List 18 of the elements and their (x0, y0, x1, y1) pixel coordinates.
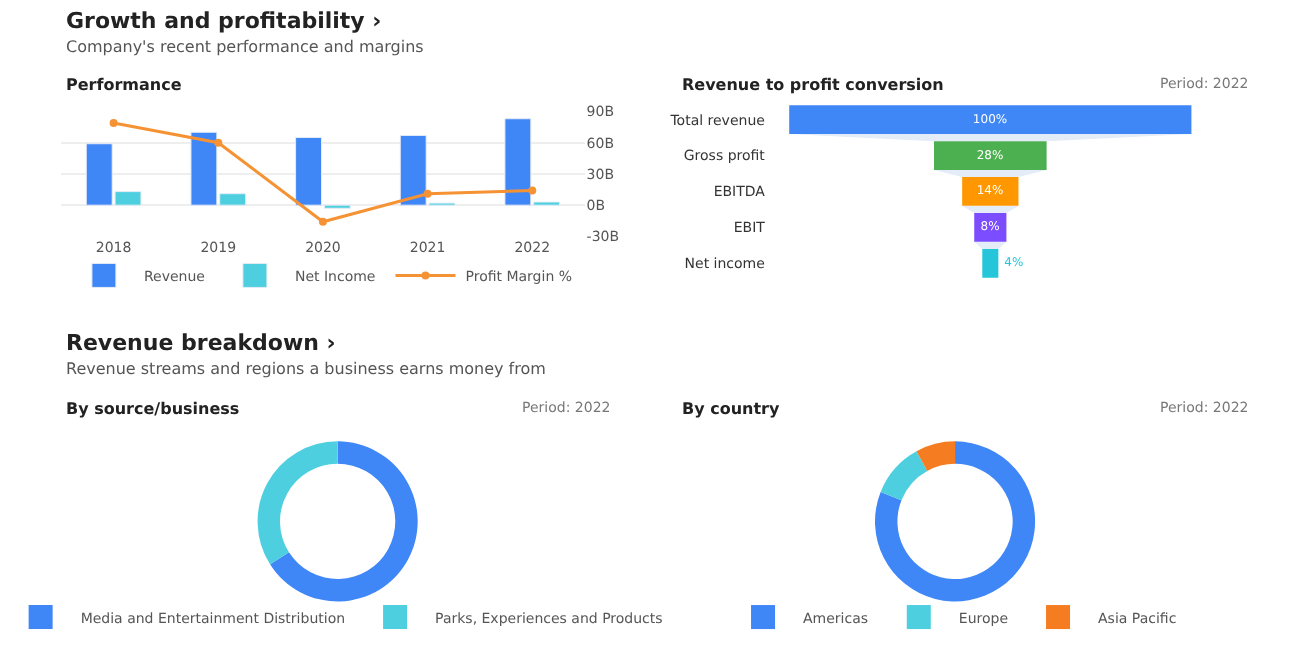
donut-slice (880, 451, 928, 501)
donut-slice (875, 441, 1035, 602)
donut-slice (916, 441, 956, 471)
chart-title: Performance (66, 76, 183, 94)
text: Revenue streams and regions a business earns money from (66, 360, 547, 378)
donut-slice (257, 441, 338, 565)
text: Growth and profitability › (66, 8, 382, 34)
point (528, 186, 537, 195)
text: Revenue to profit conversion (682, 76, 945, 94)
chart-title: By country (682, 400, 781, 418)
text: Revenue breakdown › (66, 330, 336, 356)
point (318, 217, 327, 226)
text: Company's recent performance and margins (66, 38, 424, 56)
point (423, 189, 432, 198)
donut-slice (270, 441, 418, 602)
point (214, 138, 223, 147)
chart-title: By source/business (66, 400, 240, 418)
point (109, 118, 118, 127)
